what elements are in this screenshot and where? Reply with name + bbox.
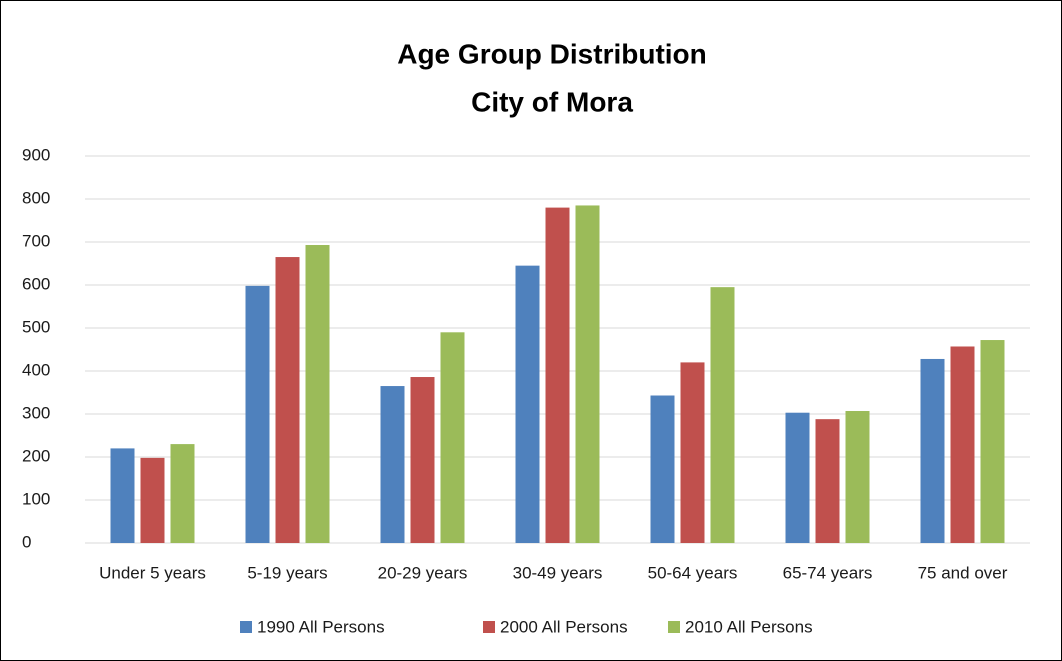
bar — [785, 412, 810, 543]
bar — [410, 377, 435, 543]
y-tick-label: 500 — [22, 317, 50, 336]
bar — [575, 205, 600, 543]
bar — [710, 287, 735, 543]
chart-subtitle: City of Mora — [471, 86, 633, 117]
legend-swatch — [240, 621, 252, 633]
bar — [845, 410, 870, 543]
y-tick-label: 200 — [22, 446, 50, 465]
y-tick-label: 700 — [22, 231, 50, 250]
bar — [650, 395, 675, 543]
bar — [515, 265, 540, 543]
legend-label: 2010 All Persons — [685, 617, 813, 636]
bar — [950, 346, 975, 543]
legend-swatch — [483, 621, 495, 633]
bar — [920, 358, 945, 543]
bar — [380, 386, 405, 543]
x-tick-label: 5-19 years — [247, 563, 327, 582]
bar — [170, 444, 195, 543]
y-tick-label: 900 — [22, 145, 50, 164]
x-tick-label: 30-49 years — [513, 563, 603, 582]
bar — [440, 332, 465, 543]
x-tick-label: 65-74 years — [783, 563, 873, 582]
y-tick-label: 100 — [22, 489, 50, 508]
bar — [110, 448, 135, 543]
bar — [980, 340, 1005, 543]
x-tick-label: 20-29 years — [378, 563, 468, 582]
y-tick-label: 600 — [22, 274, 50, 293]
x-tick-label: 75 and over — [918, 563, 1008, 582]
bar — [245, 285, 270, 543]
bar — [140, 457, 165, 543]
bar — [815, 419, 840, 543]
x-tick-label: Under 5 years — [99, 563, 206, 582]
y-tick-label: 0 — [22, 532, 31, 551]
y-tick-label: 800 — [22, 188, 50, 207]
y-tick-label: 400 — [22, 360, 50, 379]
bar — [545, 207, 570, 543]
legend-label: 2000 All Persons — [500, 617, 628, 636]
chart-title: Age Group Distribution — [397, 38, 707, 69]
bar — [275, 257, 300, 543]
bar — [680, 362, 705, 543]
bar — [305, 245, 330, 543]
legend-swatch — [668, 621, 680, 633]
legend-label: 1990 All Persons — [257, 617, 385, 636]
y-tick-label: 300 — [22, 403, 50, 422]
x-tick-label: 50-64 years — [648, 563, 738, 582]
